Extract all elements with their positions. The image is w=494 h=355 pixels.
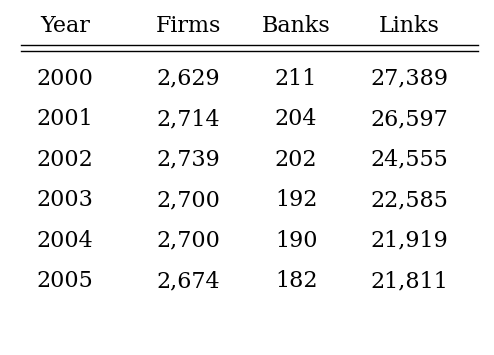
Text: 202: 202 xyxy=(275,149,317,171)
Text: Firms: Firms xyxy=(156,15,221,37)
Text: 204: 204 xyxy=(275,108,317,130)
Text: Year: Year xyxy=(41,15,90,37)
Text: 2003: 2003 xyxy=(37,190,94,211)
Text: 2,739: 2,739 xyxy=(156,149,220,171)
Text: 2001: 2001 xyxy=(37,108,94,130)
Text: 2,674: 2,674 xyxy=(156,271,220,293)
Text: 190: 190 xyxy=(275,230,317,252)
Text: 182: 182 xyxy=(275,271,317,293)
Text: 22,585: 22,585 xyxy=(370,190,448,211)
Text: 26,597: 26,597 xyxy=(370,108,448,130)
Text: 24,555: 24,555 xyxy=(370,149,448,171)
Text: 192: 192 xyxy=(275,190,317,211)
Text: 2,700: 2,700 xyxy=(156,190,220,211)
Text: 21,919: 21,919 xyxy=(370,230,448,252)
Text: 2005: 2005 xyxy=(37,271,94,293)
Text: 27,389: 27,389 xyxy=(370,68,448,90)
Text: 2,700: 2,700 xyxy=(156,230,220,252)
Text: 2000: 2000 xyxy=(37,68,94,90)
Text: Banks: Banks xyxy=(262,15,330,37)
Text: 2004: 2004 xyxy=(37,230,94,252)
Text: 2,629: 2,629 xyxy=(156,68,220,90)
Text: 2002: 2002 xyxy=(37,149,94,171)
Text: Links: Links xyxy=(379,15,440,37)
Text: 211: 211 xyxy=(275,68,317,90)
Text: 21,811: 21,811 xyxy=(370,271,448,293)
Text: 2,714: 2,714 xyxy=(156,108,220,130)
